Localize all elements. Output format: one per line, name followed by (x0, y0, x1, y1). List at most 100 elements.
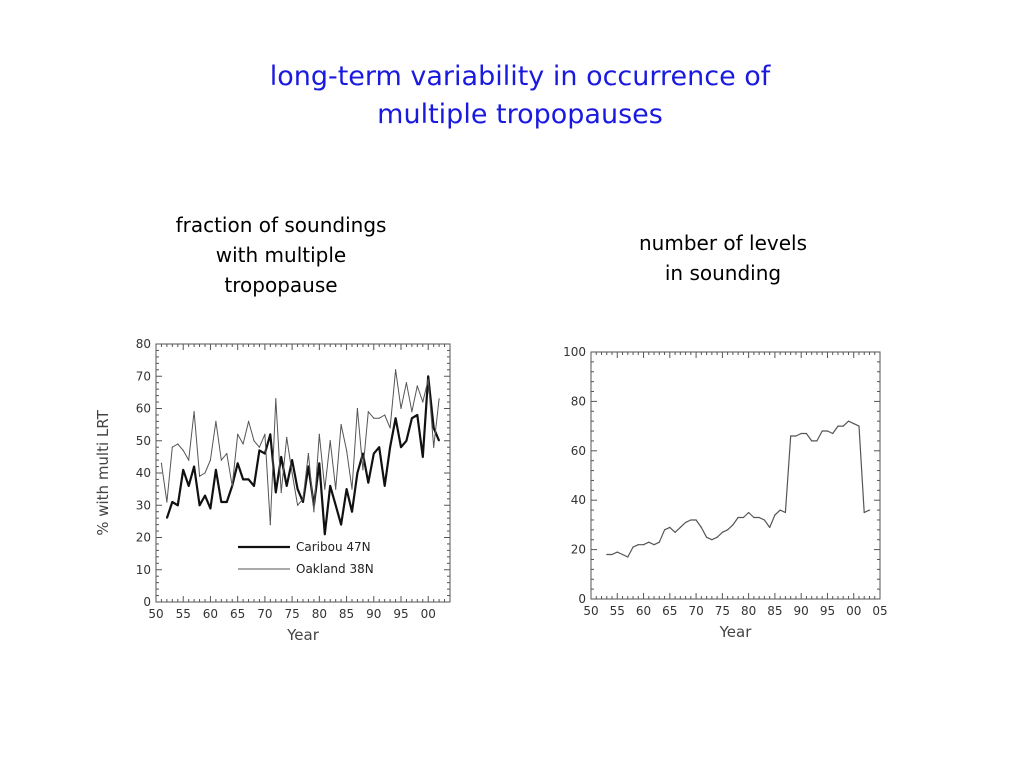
data-point-oakland-38n (264, 433, 266, 435)
data-point-data (737, 516, 739, 519)
data-point-oakland-38n (340, 424, 342, 426)
data-point-data (695, 519, 697, 521)
data-point-oakland-38n (373, 417, 375, 419)
x-tick-label: 70 (688, 604, 703, 618)
data-point-data (658, 541, 660, 543)
x-tick-label: 85 (767, 604, 782, 618)
data-point-data (868, 509, 871, 511)
data-point-oakland-38n (329, 440, 331, 442)
data-point-oakland-38n (269, 524, 271, 526)
data-point-caribou-47n (433, 427, 435, 429)
data-point-data (716, 536, 718, 538)
y-tick-label: 10 (136, 563, 151, 577)
x-axis-label: Year (719, 623, 753, 641)
data-point-data (816, 440, 818, 442)
data-point-oakland-38n (258, 446, 261, 448)
data-point-data (790, 435, 792, 437)
data-point-data (837, 425, 839, 427)
data-point-oakland-38n (411, 411, 413, 413)
x-tick-label: 00 (421, 607, 436, 621)
data-point-caribou-47n (373, 453, 375, 455)
data-point-oakland-38n (237, 433, 239, 435)
data-point-data (800, 432, 802, 435)
y-tick-label: 40 (571, 493, 586, 507)
series-line-data (606, 420, 870, 558)
x-tick-label: 70 (257, 607, 272, 621)
data-point-caribou-47n (193, 465, 195, 468)
data-point-caribou-47n (286, 485, 288, 487)
data-point-data (795, 435, 797, 437)
data-point-data (669, 526, 671, 528)
slide-title-line2: multiple tropopauses (377, 99, 663, 130)
data-point-caribou-47n (307, 465, 310, 468)
data-point-data (700, 526, 702, 528)
data-point-caribou-47n (188, 485, 190, 487)
data-point-data (621, 553, 624, 556)
y-tick-label: 80 (571, 394, 586, 408)
y-tick-label: 80 (136, 337, 151, 351)
x-tick-label: 50 (583, 604, 598, 618)
data-point-caribou-47n (198, 504, 201, 506)
left-chart-caption: fraction of soundings with multiple trop… (140, 210, 422, 300)
data-point-oakland-38n (351, 488, 353, 490)
x-tick-label: 05 (872, 604, 887, 618)
x-tick-label: 60 (636, 604, 651, 618)
data-point-caribou-47n (209, 507, 212, 510)
data-point-caribou-47n (384, 485, 386, 487)
data-point-oakland-38n (400, 407, 402, 410)
x-tick-label: 75 (284, 607, 299, 621)
data-point-caribou-47n (351, 511, 353, 513)
data-point-data (711, 539, 713, 541)
data-point-oakland-38n (215, 420, 217, 422)
data-point-data (674, 531, 676, 533)
data-point-oakland-38n (177, 443, 179, 445)
data-point-oakland-38n (405, 382, 408, 384)
x-tick-label: 80 (741, 604, 756, 618)
data-point-caribou-47n (166, 517, 168, 519)
x-tick-label: 80 (312, 607, 327, 621)
data-point-caribou-47n (394, 417, 397, 419)
data-point-oakland-38n (275, 398, 277, 400)
data-point-oakland-38n (231, 485, 233, 487)
right-caption-line1: number of levels (638, 231, 808, 255)
left-caption-line3: tropopause (224, 273, 338, 297)
data-point-data (616, 551, 618, 553)
data-point-data (858, 425, 860, 427)
data-point-caribou-47n (356, 472, 359, 474)
data-point-caribou-47n (269, 433, 271, 435)
data-point-caribou-47n (264, 453, 266, 455)
data-point-caribou-47n (296, 488, 299, 490)
y-tick-label: 40 (136, 466, 151, 480)
left-caption-line1: fraction of soundings (175, 213, 387, 237)
y-tick-label: 30 (136, 498, 151, 512)
data-point-data (732, 524, 734, 526)
x-tick-label: 60 (203, 607, 218, 621)
data-point-oakland-38n (280, 491, 282, 493)
data-point-data (611, 553, 613, 556)
data-point-caribou-47n (400, 446, 402, 448)
x-tick-label: 95 (393, 607, 408, 621)
data-point-oakland-38n (324, 488, 326, 490)
data-point-data (663, 529, 666, 531)
data-point-caribou-47n (215, 469, 217, 471)
y-tick-label: 70 (136, 369, 151, 383)
data-point-data (690, 519, 692, 521)
data-point-data (727, 529, 729, 531)
data-point-data (769, 526, 771, 528)
data-point-caribou-47n (171, 501, 173, 503)
data-point-data (753, 516, 755, 519)
data-point-caribou-47n (438, 440, 440, 442)
data-point-caribou-47n (389, 446, 391, 448)
x-tick-label: 50 (148, 607, 163, 621)
data-point-data (721, 531, 723, 533)
data-point-caribou-47n (247, 478, 250, 481)
data-point-data (684, 521, 687, 524)
x-tick-label: 85 (339, 607, 354, 621)
data-point-oakland-38n (247, 420, 250, 422)
data-point-caribou-47n (324, 533, 326, 535)
data-point-data (779, 509, 781, 511)
data-point-oakland-38n (335, 488, 337, 490)
data-point-oakland-38n (367, 411, 369, 413)
data-point-caribou-47n (291, 459, 293, 461)
